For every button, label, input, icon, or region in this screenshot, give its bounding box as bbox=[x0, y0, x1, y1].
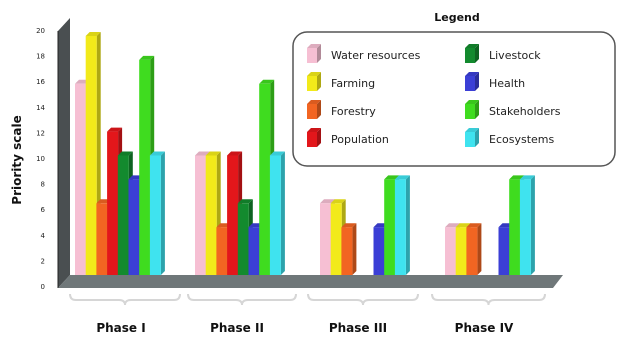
legend-swatch bbox=[465, 104, 475, 119]
legend-label: Stakeholders bbox=[489, 105, 561, 118]
category-brace bbox=[69, 293, 181, 306]
legend-swatch bbox=[465, 76, 475, 91]
legend-label: Farming bbox=[331, 77, 375, 90]
y-tick-label: 20 bbox=[36, 27, 45, 35]
category-label: Phase II bbox=[210, 321, 264, 335]
bar bbox=[269, 151, 285, 275]
legend-swatch bbox=[465, 48, 475, 63]
legend-box bbox=[292, 31, 616, 167]
y-axis-label: Priority scale bbox=[10, 115, 24, 204]
category-brace bbox=[187, 293, 297, 306]
category-label: Phase IV bbox=[455, 321, 514, 335]
legend-item: Livestock bbox=[465, 44, 541, 63]
category-braces bbox=[69, 293, 546, 306]
legend-label: Population bbox=[331, 133, 389, 146]
legend-swatch bbox=[307, 104, 317, 119]
y-tick-label: 10 bbox=[36, 155, 45, 163]
legend-swatch bbox=[307, 48, 317, 63]
legend-label: Livestock bbox=[489, 49, 541, 62]
legend-label: Water resources bbox=[331, 49, 421, 62]
legend-item: Ecosystems bbox=[465, 128, 554, 147]
y-tick-label: 6 bbox=[41, 206, 46, 214]
legend-label: Forestry bbox=[331, 105, 376, 118]
category-label: Phase III bbox=[329, 321, 387, 335]
legend-label: Ecosystems bbox=[489, 133, 554, 146]
legend-swatch bbox=[307, 132, 317, 147]
legend-item: Farming bbox=[307, 72, 375, 91]
bar bbox=[341, 223, 357, 275]
y-tick-label: 2 bbox=[41, 257, 45, 265]
y-tick-label: 12 bbox=[36, 129, 45, 137]
legend-item: Water resources bbox=[307, 44, 421, 63]
legend-item: Population bbox=[307, 128, 389, 147]
bar bbox=[394, 175, 410, 275]
category-label: Phase I bbox=[96, 321, 145, 335]
category-brace bbox=[431, 293, 546, 306]
legend-items: Water resources Farming Forestry Population… bbox=[307, 44, 561, 147]
legend-swatch bbox=[307, 76, 317, 91]
legend-swatch bbox=[465, 132, 475, 147]
bar bbox=[149, 151, 165, 275]
y-tick-label: 8 bbox=[41, 181, 45, 189]
y-tick-label: 14 bbox=[36, 104, 45, 112]
legend-item: Forestry bbox=[307, 100, 376, 119]
floor bbox=[58, 275, 563, 288]
legend-label: Health bbox=[489, 77, 525, 90]
y-tick-label: 16 bbox=[36, 78, 45, 86]
category-brace bbox=[307, 293, 419, 306]
bar bbox=[466, 223, 482, 275]
y-ticks: 0 2 4 6 8 10 12 14 16 18 20 bbox=[36, 27, 45, 291]
legend-item: Health bbox=[465, 72, 525, 91]
bars bbox=[75, 32, 535, 276]
y-tick-label: 0 bbox=[41, 283, 45, 291]
bar bbox=[519, 175, 535, 275]
legend-item: Stakeholders bbox=[465, 100, 561, 119]
y-tick-label: 18 bbox=[36, 53, 45, 61]
back-wall bbox=[58, 18, 70, 288]
legend-title: Legend bbox=[434, 11, 480, 24]
y-tick-label: 4 bbox=[41, 232, 46, 240]
category-labels: Phase I Phase II Phase III Phase IV bbox=[96, 321, 514, 335]
legend: Legend Water resources Farming Forestry Pop… bbox=[292, 11, 616, 167]
